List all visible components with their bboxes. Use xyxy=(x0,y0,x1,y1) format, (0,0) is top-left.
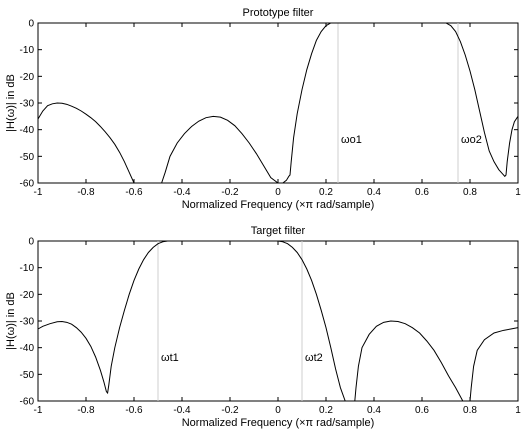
y-tick-label: -60 xyxy=(20,397,35,408)
x-tick-label: 1 xyxy=(515,187,521,198)
marker-label: ωt1 xyxy=(161,352,179,364)
y-tick-label: -30 xyxy=(20,99,35,110)
x-tick-label: 0.2 xyxy=(319,187,333,198)
x-tick-label: 0.2 xyxy=(319,405,333,416)
x-tick-label: 0.4 xyxy=(367,405,381,416)
marker-label: ωo2 xyxy=(461,134,482,146)
x-tick-label: -0.2 xyxy=(221,187,239,198)
x-tick-label: -0.6 xyxy=(125,187,143,198)
y-tick-label: -50 xyxy=(20,370,35,381)
x-tick-label: 0.6 xyxy=(415,405,429,416)
y-tick-label: 0 xyxy=(28,237,34,248)
x-tick-label: -0.4 xyxy=(173,187,191,198)
x-tick-label: -0.4 xyxy=(173,405,191,416)
y-axis-label: |H(ω)| in dB xyxy=(5,74,17,132)
y-tick-label: -20 xyxy=(20,72,35,83)
y-tick-label: -40 xyxy=(20,125,35,136)
chart-title: Target filter xyxy=(251,225,306,237)
x-tick-label: -0.8 xyxy=(77,405,95,416)
x-tick-label: 0.8 xyxy=(463,405,477,416)
magnitude-response-line xyxy=(37,22,519,184)
y-tick-label: -60 xyxy=(20,179,35,190)
y-tick-label: -20 xyxy=(20,290,35,301)
x-tick-label: 0.8 xyxy=(463,187,477,198)
x-axis-label: Normalized Frequency (×π rad/sample) xyxy=(182,199,375,211)
x-tick-label: -0.6 xyxy=(125,405,143,416)
marker-label: ωt2 xyxy=(305,352,323,364)
marker-label: ωo1 xyxy=(341,134,362,146)
x-tick-label: 0.4 xyxy=(367,187,381,198)
y-tick-label: -50 xyxy=(20,152,35,163)
magnitude-response-line xyxy=(37,240,519,402)
y-tick-label: 0 xyxy=(28,19,34,30)
x-tick-label: -0.2 xyxy=(221,405,239,416)
y-tick-label: -10 xyxy=(20,263,35,274)
chart-title: Prototype filter xyxy=(243,7,314,19)
y-tick-label: -30 xyxy=(20,317,35,328)
y-axis-label: |H(ω)| in dB xyxy=(5,292,17,350)
x-tick-label: 1 xyxy=(515,405,521,416)
panel-prototype: -1 -0.8 -0.6 -0.4 -0.2 0 0.2 0.4 0.6 0.8 1 0 -10 -20 -… xyxy=(5,7,521,211)
x-tick-label: 0 xyxy=(275,405,281,416)
x-axis-label: Normalized Frequency (×π rad/sample) xyxy=(182,417,375,429)
x-tick-label: 0.6 xyxy=(415,187,429,198)
x-tick-label: -1 xyxy=(34,187,43,198)
y-tick-label: -10 xyxy=(20,45,35,56)
x-tick-label: -1 xyxy=(34,405,43,416)
y-tick-label: -40 xyxy=(20,343,35,354)
plot-frame xyxy=(37,22,519,184)
x-tick-label: -0.8 xyxy=(77,187,95,198)
panel-target: -1 -0.8 -0.6 -0.4 -0.2 0 0.2 0.4 0.6 0.8 1 0 -10 -20 -… xyxy=(5,225,521,429)
x-tick-label: 0 xyxy=(275,187,281,198)
